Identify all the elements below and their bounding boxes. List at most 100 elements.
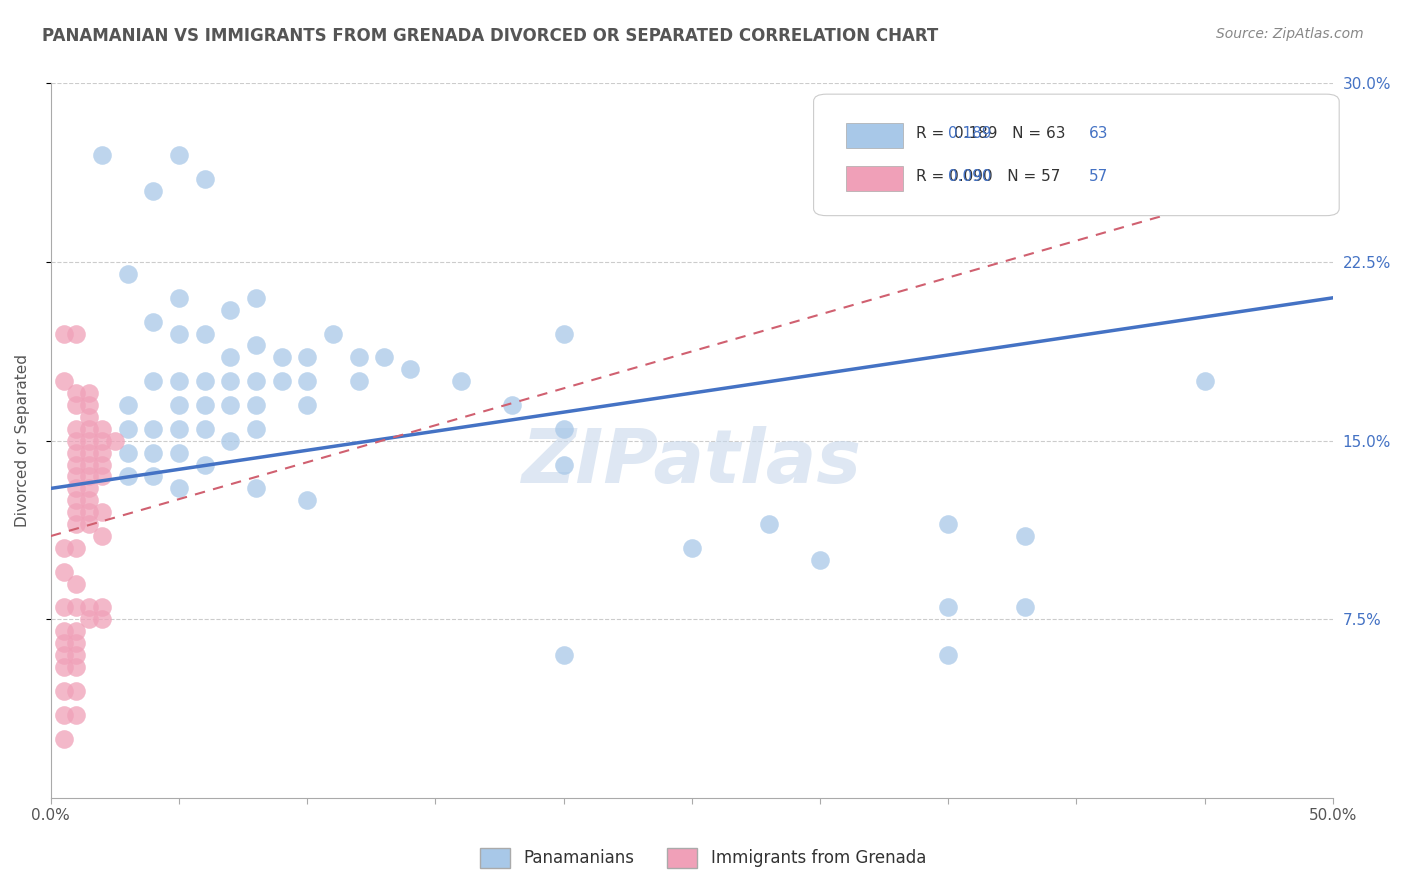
Point (1014, 600, 1036, 615)
Point (91, 458, 114, 472)
Point (297, 398, 319, 412)
Point (65, 648, 87, 662)
Point (167, 291, 190, 305)
Point (142, 422, 165, 436)
Point (79, 612, 101, 626)
Point (79, 458, 101, 472)
Point (79, 517, 101, 532)
Bar (845, 166, 903, 191)
Point (79, 398, 101, 412)
Text: R =  0.189   N = 63: R = 0.189 N = 63 (917, 126, 1066, 141)
Point (104, 434, 127, 448)
Point (117, 267, 139, 281)
Point (219, 351, 242, 365)
Point (65, 469, 87, 483)
Point (167, 398, 190, 412)
Point (65, 517, 87, 532)
Point (79, 445, 101, 459)
Point (936, 600, 959, 615)
Point (1194, 374, 1216, 388)
Point (91, 529, 114, 543)
Point (270, 374, 292, 388)
Point (219, 398, 242, 412)
Point (297, 351, 319, 365)
Point (65, 541, 87, 555)
Point (245, 422, 267, 436)
Point (167, 482, 190, 496)
Point (65, 445, 87, 459)
Point (65, 624, 87, 639)
Point (52, 731, 75, 746)
Point (553, 326, 575, 341)
Point (142, 469, 165, 483)
Point (245, 338, 267, 352)
Point (245, 374, 267, 388)
Text: Source: ZipAtlas.com: Source: ZipAtlas.com (1216, 27, 1364, 41)
Point (52, 636, 75, 650)
Point (65, 493, 87, 508)
Text: PANAMANIAN VS IMMIGRANTS FROM GRENADA DIVORCED OR SEPARATED CORRELATION CHART: PANAMANIAN VS IMMIGRANTS FROM GRENADA DI… (42, 27, 938, 45)
Text: ZIPatlas: ZIPatlas (522, 425, 862, 499)
Point (194, 171, 217, 186)
Point (219, 374, 242, 388)
Point (936, 517, 959, 532)
Point (117, 445, 139, 459)
Point (65, 398, 87, 412)
Point (297, 493, 319, 508)
Point (167, 326, 190, 341)
Point (52, 374, 75, 388)
Point (65, 636, 87, 650)
Point (65, 660, 87, 674)
Point (142, 374, 165, 388)
Point (936, 648, 959, 662)
Point (219, 434, 242, 448)
Point (347, 351, 370, 365)
Text: 63: 63 (1090, 126, 1109, 141)
Point (1014, 529, 1036, 543)
Point (450, 374, 472, 388)
Point (501, 398, 523, 412)
Point (297, 374, 319, 388)
Point (65, 576, 87, 591)
Point (142, 184, 165, 198)
Point (52, 541, 75, 555)
Text: 0.189: 0.189 (948, 126, 991, 141)
Point (347, 374, 370, 388)
Point (194, 326, 217, 341)
Point (65, 684, 87, 698)
Point (194, 374, 217, 388)
Point (245, 291, 267, 305)
Point (142, 315, 165, 329)
Point (65, 482, 87, 496)
Point (681, 541, 703, 555)
Point (52, 707, 75, 722)
Point (52, 565, 75, 579)
Point (79, 482, 101, 496)
Point (117, 422, 139, 436)
Point (553, 648, 575, 662)
Point (65, 707, 87, 722)
Point (167, 374, 190, 388)
Point (270, 351, 292, 365)
Point (142, 445, 165, 459)
Point (167, 422, 190, 436)
Point (65, 386, 87, 401)
Point (245, 482, 267, 496)
Point (52, 660, 75, 674)
Point (91, 445, 114, 459)
Point (117, 469, 139, 483)
Bar (845, 123, 903, 148)
Point (553, 422, 575, 436)
Point (398, 362, 420, 376)
Point (52, 326, 75, 341)
Point (79, 409, 101, 424)
Point (245, 398, 267, 412)
Point (91, 600, 114, 615)
Point (65, 458, 87, 472)
Point (553, 458, 575, 472)
Point (52, 624, 75, 639)
Text: 57: 57 (1090, 169, 1108, 184)
FancyBboxPatch shape (814, 95, 1339, 216)
Point (167, 148, 190, 162)
Point (91, 469, 114, 483)
